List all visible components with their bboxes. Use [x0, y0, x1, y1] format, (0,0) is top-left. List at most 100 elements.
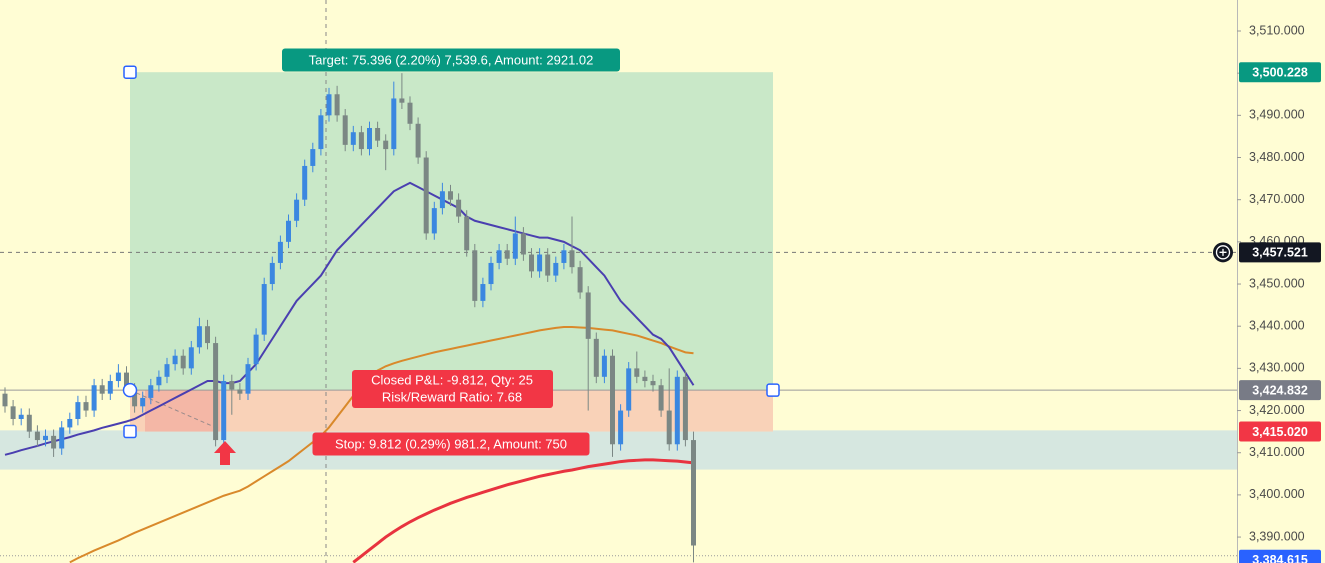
- crosshair-plus-cross: [1219, 248, 1227, 256]
- candle-body: [658, 385, 664, 411]
- candle-body: [350, 132, 356, 145]
- candle-body: [43, 435, 48, 441]
- candle-body: [650, 381, 656, 386]
- candle-body: [221, 381, 227, 441]
- candle-body: [172, 355, 178, 365]
- stop-zone-filled: [145, 390, 220, 432]
- stop-label-box: [312, 432, 590, 456]
- y-tick-label: 3,490.000: [1249, 108, 1305, 122]
- handle: [766, 383, 780, 397]
- candle-body: [2, 393, 8, 407]
- y-tick-label: 3,470.000: [1249, 192, 1305, 206]
- price-label-box: [1239, 421, 1321, 442]
- candle-body: [132, 389, 138, 407]
- candle-body: [269, 262, 275, 285]
- candle-body: [488, 262, 494, 285]
- candle-body: [431, 208, 437, 234]
- candle-body: [618, 410, 624, 445]
- candle-body: [156, 376, 162, 386]
- candle-body: [237, 389, 243, 394]
- candle-body: [480, 284, 486, 301]
- pnl-box: [352, 370, 553, 408]
- candle-body: [342, 115, 348, 145]
- price-axis: [1237, 0, 1325, 563]
- candle-body: [91, 385, 97, 411]
- candle-body: [205, 326, 210, 344]
- candle-body: [164, 364, 170, 377]
- target-label: Target: 75.396 (2.20%) 7,539.6, Amount: …: [309, 52, 594, 67]
- candle-body: [545, 254, 551, 276]
- handle: [123, 65, 137, 79]
- candle-body: [245, 364, 251, 394]
- crosshair-plus-ring: [1215, 245, 1231, 260]
- candle-body: [83, 402, 89, 411]
- handle: [122, 382, 138, 398]
- candle-body: [375, 127, 381, 141]
- candle-body: [358, 132, 364, 150]
- target-label-box: [282, 48, 620, 72]
- candle-body: [691, 440, 696, 546]
- candle-body: [334, 94, 340, 116]
- candle-body: [196, 326, 202, 348]
- y-tick-label: 3,450.000: [1249, 276, 1305, 290]
- y-tick-label: 3,430.000: [1249, 361, 1305, 375]
- rr-label: Risk/Reward Ratio: 7.68: [382, 389, 522, 404]
- candle-body: [553, 262, 559, 276]
- candle-body: [642, 376, 648, 382]
- candle-body: [310, 149, 316, 166]
- candle-body: [107, 381, 113, 394]
- candle-body: [213, 343, 219, 441]
- candle-body: [601, 355, 607, 377]
- y-tick-label: 3,440.000: [1249, 318, 1305, 332]
- candle-body: [407, 102, 413, 124]
- candle-body: [148, 385, 154, 398]
- moving-average: [4, 181, 695, 456]
- candle-body: [529, 254, 534, 272]
- candle-body: [666, 410, 672, 445]
- price-label-box: [1239, 549, 1321, 563]
- candle-body: [286, 220, 291, 242]
- price-label: 3,384.615: [1252, 553, 1308, 563]
- candle-body: [294, 199, 300, 221]
- candle-body: [383, 140, 389, 150]
- candle-body: [253, 334, 259, 365]
- moving-average: [352, 458, 694, 563]
- candle-body: [277, 241, 283, 263]
- y-tick-label: 3,420.000: [1249, 403, 1305, 417]
- handle: [123, 424, 137, 439]
- candle-body: [318, 115, 324, 150]
- candle-body: [18, 414, 24, 419]
- candle-body: [140, 397, 146, 407]
- y-tick-label: 3,410.000: [1249, 445, 1305, 459]
- price-label-box: [1239, 380, 1321, 401]
- candle-body: [302, 165, 308, 200]
- candle-body: [456, 199, 462, 217]
- candle-body: [399, 98, 405, 103]
- candle-body: [577, 267, 583, 293]
- candle-body: [674, 376, 680, 445]
- candle-body: [520, 233, 526, 255]
- stop-label: Stop: 9.812 (0.29%) 981.2, Amount: 750: [335, 436, 567, 451]
- candle-body: [448, 191, 453, 200]
- candle-body: [180, 355, 186, 369]
- price-label-box: [1239, 62, 1321, 83]
- price-label: 3,424.832: [1252, 383, 1308, 397]
- candle-body: [569, 250, 575, 268]
- candle-body: [593, 338, 599, 377]
- candle-body: [537, 254, 543, 272]
- candle-body: [626, 368, 632, 411]
- candle-body: [67, 418, 73, 428]
- candle-body: [10, 406, 16, 419]
- candle-body: [561, 250, 567, 263]
- pnl-label: Closed P&L: -9.812, Qty: 25: [371, 372, 533, 387]
- y-tick-label: 3,480.000: [1249, 150, 1305, 164]
- candle-body: [367, 127, 372, 150]
- candle-body: [51, 435, 57, 449]
- price-label: 3,415.020: [1252, 425, 1308, 439]
- y-tick-label: 3,510.000: [1249, 23, 1305, 37]
- candle-body: [464, 216, 470, 251]
- candle-body: [512, 233, 518, 259]
- candle-body: [34, 431, 40, 441]
